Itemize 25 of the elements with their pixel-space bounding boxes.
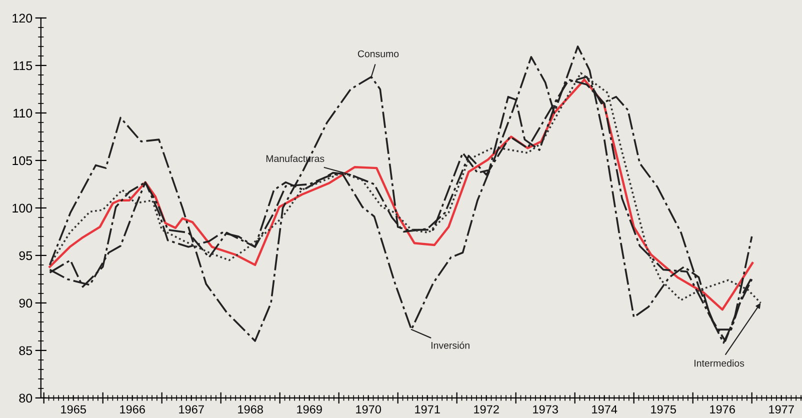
text: Consumo	[358, 50, 399, 58]
y-tick-label: 95	[19, 251, 32, 260]
y-tick-label: 115	[14, 61, 32, 70]
x-tick-label: 1974	[592, 405, 618, 414]
y-tick-label: 90	[19, 298, 32, 308]
x-tick-label: 1972	[474, 405, 499, 414]
y-tick-label: 85	[19, 346, 32, 356]
y-tick-label: 100	[12, 204, 32, 213]
x-tick-label: 1965	[61, 405, 86, 414]
x-tick-label: 1971	[415, 405, 440, 414]
x-tick-label: 1967	[179, 405, 204, 414]
text: Inversión	[431, 342, 470, 349]
x-tick-label: 1968	[238, 405, 263, 414]
x-tick-label: 1966	[120, 405, 145, 414]
y-tick-label: 80	[19, 394, 32, 403]
x-tick-label: 1975	[651, 405, 676, 414]
x-tick-label: 1976	[710, 405, 735, 414]
x-tick-label: 1970	[356, 405, 382, 414]
x-tick-label: 1969	[297, 405, 322, 414]
text: Intermedios	[694, 360, 744, 367]
y-tick-label: 120	[12, 14, 32, 23]
x-tick-label: 1973	[533, 405, 558, 414]
y-tick-label: 110	[14, 108, 32, 118]
x-tick-label: 1977	[769, 405, 794, 414]
y-tick-label: 105	[12, 156, 32, 166]
